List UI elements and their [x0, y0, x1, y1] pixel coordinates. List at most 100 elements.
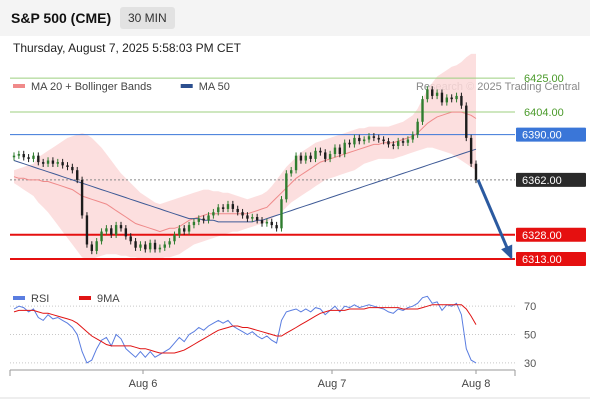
candle-body-46 — [236, 208, 239, 213]
candle-body-25 — [134, 241, 137, 248]
candle-body-65 — [328, 154, 332, 159]
candle-body-6 — [41, 162, 45, 164]
rsi-line — [13, 295, 477, 364]
candle-body-18 — [100, 231, 103, 242]
candle-body-75 — [377, 137, 380, 140]
candle-body-33 — [173, 234, 176, 242]
level-label-4: 6328.00 — [522, 230, 562, 242]
candle-body-83 — [416, 121, 419, 135]
legend-swatch-1 — [180, 84, 193, 88]
candle-body-82 — [411, 134, 414, 140]
rsi-tick-0: 30 — [524, 358, 536, 370]
candle-body-11 — [66, 165, 69, 167]
candle-body-19 — [105, 228, 108, 232]
candle-body-84 — [421, 99, 424, 122]
bollinger-band — [14, 53, 476, 260]
candle-body-81 — [406, 139, 410, 143]
candle-body-60 — [304, 155, 307, 161]
candle-body-20 — [110, 228, 113, 235]
candle-body-94 — [469, 137, 473, 164]
candle-body-37 — [192, 221, 196, 226]
candle-body-80 — [401, 141, 405, 143]
candle-body-50 — [255, 217, 259, 221]
candle-body-3 — [27, 157, 30, 159]
candle-body-24 — [129, 236, 132, 242]
level-tag-4 — [516, 227, 586, 242]
candle-body-63 — [319, 150, 322, 153]
candle-body-43 — [221, 207, 225, 209]
candle-body-40 — [207, 215, 210, 221]
rsi-legend-label-0: RSI — [31, 293, 49, 305]
candle-body-87 — [435, 92, 439, 96]
candle-body-53 — [270, 221, 273, 226]
legend-label-0: MA 20 + Bollinger Bands — [31, 81, 152, 93]
ma50-line — [13, 148, 477, 223]
x-tick-label-1: Aug 7 — [318, 378, 347, 390]
candle-body-91 — [455, 95, 458, 100]
candle-body-89 — [445, 97, 449, 103]
interval-button[interactable]: 30 MIN — [120, 7, 175, 29]
candle-body-32 — [168, 241, 171, 245]
candle-body-86 — [431, 89, 434, 96]
candle-body-67 — [338, 147, 342, 155]
candle-body-12 — [71, 166, 74, 171]
candle-body-7 — [46, 160, 50, 164]
candle-body-1 — [17, 154, 21, 156]
candle-body-70 — [353, 137, 356, 145]
candle-body-74 — [372, 136, 376, 138]
candle-body-69 — [348, 142, 351, 145]
candle-body-2 — [22, 154, 25, 158]
candle-body-23 — [124, 228, 128, 237]
candle-body-95 — [474, 163, 478, 180]
candle-body-59 — [299, 155, 303, 161]
legend-swatch-0 — [13, 84, 25, 88]
candle-body-35 — [183, 228, 186, 232]
level-tag-2 — [516, 127, 586, 142]
timestamp: Thursday, August 7, 2025 5:58:03 PM CET — [13, 41, 241, 55]
rsi-legend-label-1: 9MA — [97, 293, 120, 305]
candle-body-14 — [80, 179, 84, 216]
candle-body-9 — [56, 162, 59, 164]
level-tag-5 — [516, 252, 586, 267]
candle-body-57 — [290, 170, 293, 174]
candle-body-61 — [309, 155, 312, 159]
candle-body-79 — [396, 141, 400, 146]
x-tick-label-2: Aug 8 — [462, 378, 491, 390]
candle-body-68 — [343, 142, 346, 155]
candle-body-52 — [265, 221, 269, 224]
candle-body-27 — [144, 244, 147, 250]
candle-body-5 — [37, 155, 40, 163]
candle-body-26 — [139, 244, 142, 248]
candle-body-22 — [119, 225, 123, 229]
candle-body-72 — [362, 139, 366, 142]
level-label-2: 6390.00 — [522, 130, 562, 142]
candle-body-76 — [382, 139, 385, 142]
rsi-legend-swatch-0 — [13, 296, 25, 300]
candle-body-44 — [226, 204, 230, 209]
candle-body-85 — [426, 89, 429, 100]
level-tag-3 — [516, 172, 586, 187]
candle-body-16 — [90, 244, 94, 251]
candle-body-31 — [163, 244, 166, 248]
candle-body-36 — [187, 225, 191, 232]
candle-body-90 — [450, 97, 453, 100]
level-label-5: 6313.00 — [522, 254, 562, 266]
rsi-tick-2: 70 — [524, 301, 536, 313]
instrument-title: S&P 500 (CME) — [11, 10, 112, 26]
rsi-ma9-line — [13, 304, 477, 354]
level-label-1: 6404.00 — [524, 107, 564, 119]
candle-body-10 — [61, 162, 64, 166]
candle-body-58 — [294, 155, 298, 171]
rsi-legend-swatch-1 — [79, 296, 91, 300]
candle-body-54 — [275, 225, 278, 229]
candle-body-41 — [212, 212, 215, 216]
legend-label-1: MA 50 — [199, 81, 230, 93]
candle-body-49 — [251, 217, 254, 219]
candle-body-45 — [231, 204, 235, 209]
candle-body-55 — [280, 199, 283, 229]
rsi-tick-1: 50 — [524, 330, 536, 342]
candle-body-71 — [358, 137, 361, 142]
level-label-3: 6362.00 — [522, 175, 562, 187]
candle-body-42 — [217, 207, 220, 213]
